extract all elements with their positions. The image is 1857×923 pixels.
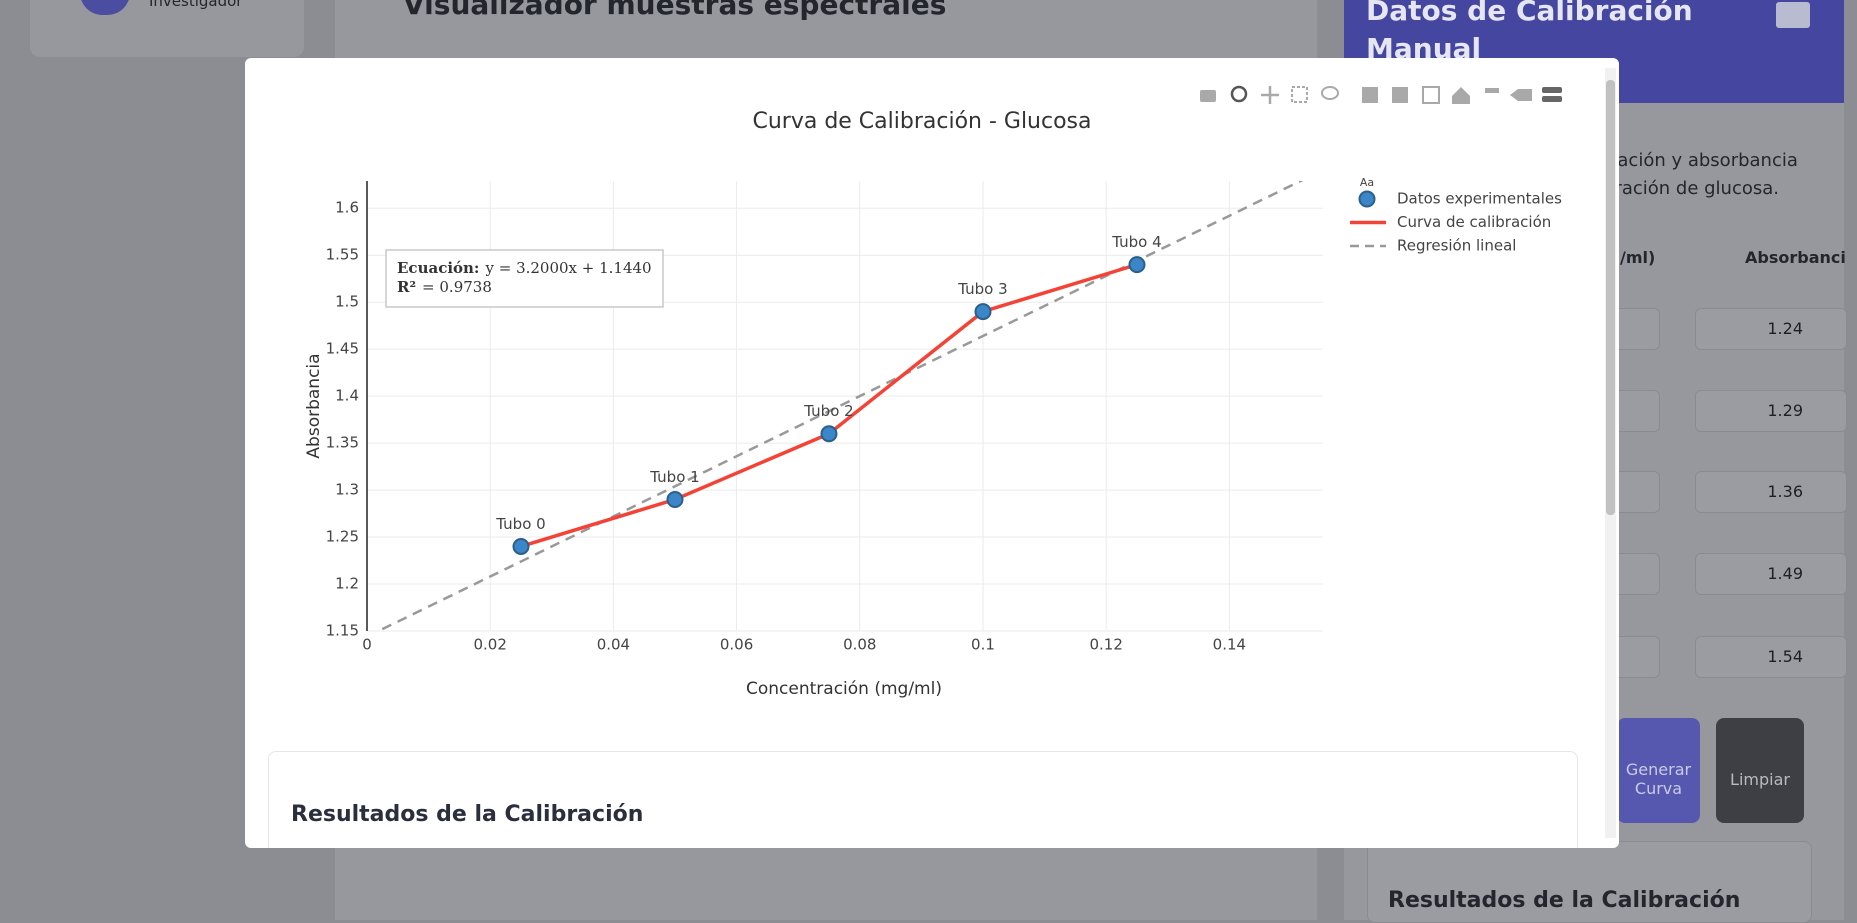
x-tick-label: 0.04 <box>597 636 630 654</box>
results-title: Resultados de la Calibración <box>291 802 644 827</box>
table-header: Absorbanci <box>1745 248 1846 267</box>
panel-text: bración de glucosa. <box>1603 178 1779 199</box>
generate-button[interactable]: Generar Curva <box>1617 718 1700 823</box>
y-tick-label: 1.45 <box>326 340 359 358</box>
toolbar-icon[interactable] <box>1230 85 1248 103</box>
table-header: /ml) <box>1620 248 1656 267</box>
annotation-label: R² <box>397 278 416 296</box>
legend-label: Datos experimentales <box>1397 190 1562 208</box>
annotation-text: R² = 0.9738 <box>397 278 492 296</box>
scrollbar-thumb[interactable] <box>1606 80 1615 515</box>
data-point <box>974 303 992 321</box>
collapse-button[interactable] <box>1776 2 1810 28</box>
chart-title: Curva de Calibración - Glucosa <box>752 109 1091 134</box>
user-card: Investigador <box>30 0 304 57</box>
point-label: Tubo 3 <box>957 280 1007 298</box>
absorbance-input[interactable]: 1.49 <box>1695 553 1847 595</box>
modebar <box>1200 85 1562 104</box>
y-axis-title: Absorbancia <box>304 353 324 458</box>
viewer-title: Visualizador muestras espectrales <box>403 0 947 21</box>
input-value: 1.24 <box>1767 319 1803 338</box>
toolbar-icon[interactable] <box>1510 89 1532 101</box>
x-tick-label: 0.14 <box>1213 636 1246 654</box>
y-tick-label: 1.25 <box>326 528 359 546</box>
toolbar-icon[interactable] <box>1542 87 1562 93</box>
toolbar-icon[interactable] <box>1422 86 1440 104</box>
data-point <box>1128 256 1146 274</box>
input-value: 1.54 <box>1767 647 1803 666</box>
toolbar-icon[interactable] <box>1362 87 1378 103</box>
user-role: Investigador <box>149 0 243 10</box>
legend-label: Curva de calibración <box>1397 213 1551 231</box>
annotation-box <box>385 249 664 308</box>
point-label: Tubo 2 <box>803 402 853 420</box>
y-tick-label: 1.6 <box>335 199 359 217</box>
x-axis-title: Concentración (mg/ml) <box>746 679 942 699</box>
annotation-value: = 0.9738 <box>422 278 492 296</box>
toolbar-icon[interactable] <box>1200 90 1216 102</box>
y-tick-label: 1.3 <box>335 481 359 499</box>
x-tick-label: 0.08 <box>843 636 876 654</box>
absorbance-input[interactable]: 1.54 <box>1695 636 1847 678</box>
legend-marker <box>1358 190 1376 208</box>
annotation-label: Ecuación: <box>397 259 479 277</box>
chart: Curva de Calibración - Glucosa Concentra… <box>304 85 1562 699</box>
toolbar-icon[interactable] <box>1392 87 1408 103</box>
input-value: 1.29 <box>1767 401 1803 420</box>
clear-button[interactable]: Limpiar <box>1716 718 1804 823</box>
point-label: Tubo 4 <box>1111 233 1161 251</box>
data-point <box>512 537 530 555</box>
button-label: Generar Curva <box>1625 760 1692 798</box>
y-tick-label: 1.2 <box>335 575 359 593</box>
absorbance-input[interactable]: 1.29 <box>1695 390 1847 432</box>
results-title: Resultados de la Calibración <box>1388 888 1741 913</box>
legend-icon-text: Aa <box>1360 176 1374 189</box>
toolbar-icon[interactable] <box>1291 86 1308 103</box>
panel-text: ración y absorbancia <box>1610 150 1798 171</box>
scrollbar[interactable] <box>1605 68 1616 838</box>
regression-line <box>375 181 1304 631</box>
toolbar-icon[interactable] <box>1261 86 1279 104</box>
annotation-value: y = 3.2000x + 1.1440 <box>484 259 651 277</box>
y-tick-label: 1.5 <box>335 293 359 311</box>
data-point <box>666 490 684 508</box>
annotation-text: Ecuación: y = 3.2000x + 1.1440 <box>397 259 652 277</box>
chart-modal: Resultados de la Calibración Curva de Ca… <box>245 58 1619 848</box>
point-label: Tubo 0 <box>495 515 545 533</box>
x-tick-label: 0.02 <box>473 636 506 654</box>
y-tick-label: 1.4 <box>335 387 359 405</box>
x-tick-label: 0 <box>362 636 372 654</box>
button-label: Limpiar <box>1730 770 1790 789</box>
absorbance-input[interactable]: 1.24 <box>1695 308 1847 350</box>
input-value: 1.36 <box>1767 482 1803 501</box>
toolbar-icon[interactable] <box>1321 86 1339 100</box>
data-point <box>820 425 838 443</box>
y-tick-label: 1.15 <box>326 622 359 640</box>
toolbar-icon[interactable] <box>1485 88 1499 93</box>
results-card: Resultados de la Calibración <box>268 751 1578 848</box>
avatar <box>80 0 130 15</box>
y-tick-label: 1.35 <box>326 434 359 452</box>
toolbar-icon[interactable] <box>1452 87 1470 104</box>
point-label: Tubo 1 <box>649 468 699 486</box>
x-tick-label: 0.06 <box>720 636 753 654</box>
x-tick-label: 0.12 <box>1089 636 1122 654</box>
input-value: 1.49 <box>1767 564 1803 583</box>
results-card: Resultados de la Calibración <box>1367 841 1812 923</box>
legend-label: Regresión lineal <box>1397 237 1516 255</box>
toolbar-icon[interactable] <box>1542 96 1562 102</box>
absorbance-input[interactable]: 1.36 <box>1695 471 1847 513</box>
x-tick-label: 0.1 <box>971 636 995 654</box>
y-tick-label: 1.55 <box>326 246 359 264</box>
